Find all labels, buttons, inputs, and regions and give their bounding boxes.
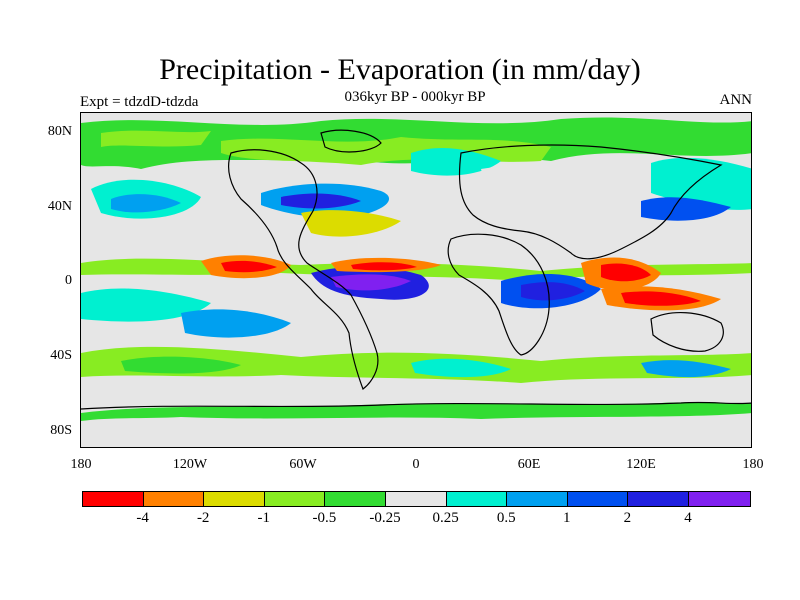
colorbar-swatch bbox=[83, 492, 144, 506]
colorbar-tick-label: 2 bbox=[623, 510, 632, 526]
colorbar-swatch bbox=[385, 492, 447, 506]
south-pacific-cyan bbox=[81, 288, 211, 322]
americas-coastline bbox=[228, 149, 379, 390]
colorbar-swatch bbox=[325, 492, 386, 506]
atlantic-itcz-purple bbox=[331, 274, 411, 291]
colorbar-swatch bbox=[204, 492, 265, 506]
australia-coastline bbox=[650, 312, 724, 352]
experiment-label: Expt = tdzdD-tdzda bbox=[80, 94, 199, 110]
south-pacific-blue bbox=[181, 309, 291, 338]
colorbar-tick-label: 1 bbox=[563, 510, 571, 526]
colorbar-swatch bbox=[446, 492, 508, 506]
colorbar-tick-label: 0.5 bbox=[496, 510, 516, 526]
colorbar bbox=[82, 491, 751, 507]
lon-label-180e: 180 bbox=[742, 457, 764, 472]
antarctic-margin bbox=[81, 402, 751, 421]
lon-label-180w: 180 bbox=[70, 457, 92, 472]
north-atlantic-tropical-red bbox=[351, 262, 417, 271]
north-atlantic-yellow bbox=[301, 210, 401, 237]
southern-ocean-cyan bbox=[411, 358, 511, 378]
southern-ocean-blue bbox=[641, 360, 731, 378]
lat-label-40n: 40N bbox=[47, 199, 72, 214]
lat-label-80n: 80N bbox=[47, 124, 72, 139]
coastlines bbox=[81, 129, 751, 410]
lat-label-80s: 80S bbox=[50, 423, 72, 438]
eurasia-neutral bbox=[481, 165, 641, 205]
lon-label-60e: 60E bbox=[517, 457, 541, 472]
map-title: Precipitation - Evaporation (in mm/day) bbox=[159, 53, 641, 86]
colorbar-swatch bbox=[688, 492, 750, 506]
east-pacific-red bbox=[221, 260, 277, 273]
south-maritime-red bbox=[621, 291, 701, 306]
map-panel bbox=[80, 112, 752, 448]
lon-label-0: 0 bbox=[412, 457, 420, 472]
nw-pacific-blue bbox=[641, 197, 731, 221]
eurasia-coastline bbox=[458, 144, 723, 260]
colorbar-tick-label: 4 bbox=[684, 510, 692, 526]
north-pacific-blue bbox=[111, 194, 181, 213]
lon-label-120e: 120E bbox=[626, 457, 656, 472]
greenland-coastline bbox=[320, 129, 382, 153]
season-label: ANN bbox=[719, 92, 753, 108]
map-subtitle: 036kyr BP - 000kyr BP bbox=[344, 89, 486, 105]
arctic-light-green-west bbox=[101, 130, 211, 147]
colorbar-tick-label: -0.25 bbox=[369, 510, 401, 526]
precip-minus-evap-field bbox=[81, 113, 751, 447]
nw-pacific-cyan bbox=[651, 157, 751, 210]
southern-ocean-green bbox=[121, 356, 241, 374]
colorbar-swatch bbox=[264, 492, 326, 506]
indian-ocean-dark bbox=[521, 282, 585, 301]
colorbar-tick-label: -0.5 bbox=[312, 510, 337, 526]
antarctica-coastline bbox=[81, 401, 751, 410]
colorbar-swatch bbox=[143, 492, 205, 506]
africa-coastline bbox=[447, 233, 550, 356]
colorbar-tick-label: -2 bbox=[196, 510, 210, 526]
lat-label-equator: 0 bbox=[65, 273, 72, 288]
colorbar-swatch bbox=[628, 492, 689, 506]
colorbar-tick-label: -1 bbox=[257, 510, 271, 526]
lat-label-40s: 40S bbox=[50, 348, 72, 363]
lon-label-120w: 120W bbox=[172, 457, 208, 472]
lon-label-60w: 60W bbox=[289, 457, 317, 472]
colorbar-tick-label: 0.25 bbox=[432, 510, 459, 526]
maritime-continent-red bbox=[601, 263, 651, 282]
colorbar-swatch bbox=[507, 492, 568, 506]
colorbar-swatch bbox=[567, 492, 629, 506]
eurasia-cyan bbox=[411, 147, 501, 176]
north-atlantic-dark bbox=[281, 193, 361, 209]
colorbar-tick-label: -4 bbox=[136, 510, 149, 526]
